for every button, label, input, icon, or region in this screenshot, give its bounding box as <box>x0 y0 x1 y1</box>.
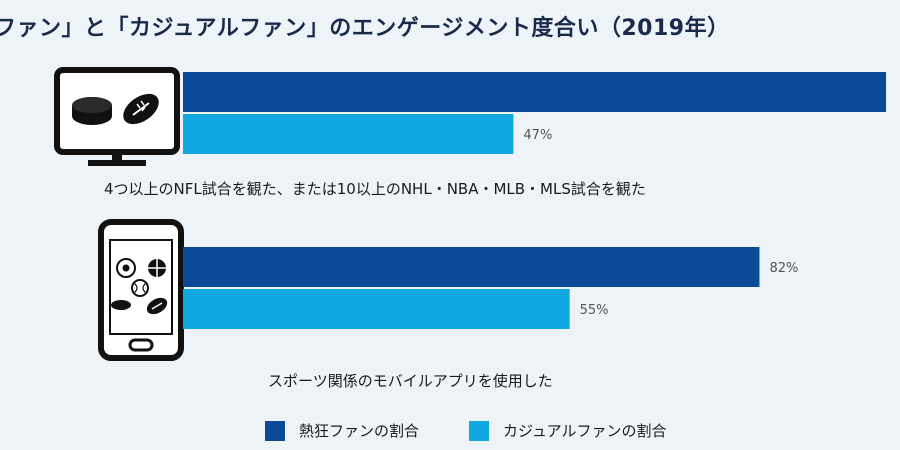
tv-sports-icon <box>54 67 180 166</box>
chart-title: ファン」と「カジュアルファン」のエンゲージメント度合い（2019年） <box>0 16 730 41</box>
legend-item-casual: カジュアルファンの割合 <box>469 420 667 441</box>
legend-label-enthusiast: 熱狂ファンの割合 <box>299 422 420 440</box>
legend-label-casual: カジュアルファンの割合 <box>503 422 667 440</box>
legend-swatch-enthusiast <box>265 420 285 441</box>
legend-swatch-casual <box>469 420 490 441</box>
legend: 熱狂ファンの割合 カジュアルファンの割合 <box>265 420 667 441</box>
category-label-1: スポーツ関係のモバイルアプリを使用した <box>268 372 553 390</box>
legend-item-enthusiast: 熱狂ファンの割合 <box>265 420 419 441</box>
smartphone-sports-icon <box>98 219 184 361</box>
bar-s0-c0 <box>183 72 886 112</box>
bar-s1-c0 <box>183 114 514 154</box>
category-label-0: 4つ以上のNFL試合を観た、または10以上のNHL・NBA・MLB・MLS試合を… <box>104 180 646 198</box>
data-label-s1-c1: 55% <box>580 303 609 318</box>
bar-s1-c1 <box>183 289 570 329</box>
data-label-s1-c0: 47% <box>523 128 552 143</box>
bar-s0-c1 <box>183 247 760 287</box>
data-label-s0-c1: 82% <box>769 261 798 276</box>
